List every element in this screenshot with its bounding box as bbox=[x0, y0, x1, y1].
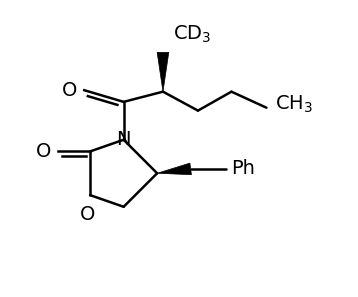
Text: O: O bbox=[79, 205, 95, 224]
Text: N: N bbox=[116, 130, 131, 149]
Polygon shape bbox=[157, 52, 169, 92]
Text: O: O bbox=[62, 81, 77, 100]
Text: O: O bbox=[35, 142, 51, 161]
Polygon shape bbox=[157, 163, 192, 175]
Text: CD$_3$: CD$_3$ bbox=[173, 24, 212, 45]
Text: Ph: Ph bbox=[231, 159, 255, 178]
Text: CH$_3$: CH$_3$ bbox=[275, 94, 313, 116]
